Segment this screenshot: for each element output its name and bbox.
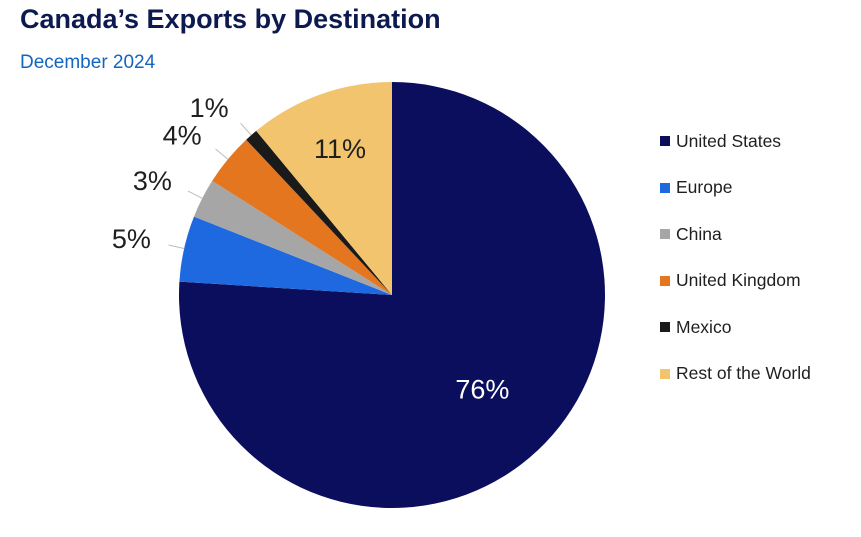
slice-label-rest-of-the-world: 11% [314, 134, 366, 164]
slice-labels: 76% 5% 3% 4%1% 11% [112, 93, 510, 405]
legend-label: United States [676, 130, 782, 151]
leader-lines [168, 122, 252, 250]
legend-label: United Kingdom [676, 270, 801, 291]
legend-swatch [660, 368, 670, 379]
slice-label-mexico: 1% [190, 93, 229, 123]
pie-slice-united-states [179, 82, 606, 508]
legend-swatch [660, 275, 670, 286]
legend-label: Mexico [676, 316, 732, 337]
legend-label: Europe [676, 177, 733, 198]
slice-label-china: 3% [133, 166, 172, 196]
chart-subtitle: December 2024 [20, 52, 156, 73]
pie-slice-united-kingdom [212, 139, 392, 295]
pie-slice-europe [179, 216, 392, 295]
slice-label-united-states: 76% [455, 374, 509, 404]
legend-swatch [660, 322, 670, 333]
legend-label: Rest of the World [676, 363, 811, 384]
pie-slice-china [193, 180, 392, 295]
legend-item-united-kingdom: United Kingdom [660, 266, 811, 296]
chart-legend: United States Europe China United Kingdom Me… [660, 126, 811, 406]
legend-item-united-states: United States [660, 126, 811, 156]
legend-swatch [660, 229, 670, 240]
leader-line-mexico [240, 122, 252, 136]
legend-item-rest-of-the-world: Rest of the World [660, 359, 811, 389]
leader-line-china [187, 190, 203, 199]
legend-item-europe: Europe [660, 173, 811, 203]
pie-slice-mexico [246, 130, 392, 295]
legend-label: China [676, 223, 722, 244]
pie-slice-rest-of-the-world [256, 82, 392, 295]
slice-label-united-kingdom: 4% [163, 121, 202, 151]
chart-title: Canada’s Exports by Destination [20, 4, 441, 34]
legend-item-china: China [660, 219, 811, 249]
leader-line-europe [168, 244, 185, 250]
legend-swatch [660, 136, 670, 146]
legend-swatch [660, 182, 670, 193]
legend-item-mexico: Mexico [660, 312, 811, 342]
pie-slices [179, 82, 606, 508]
leader-line-united-kingdom [215, 148, 229, 160]
slice-label-europe: 5% [112, 224, 151, 254]
